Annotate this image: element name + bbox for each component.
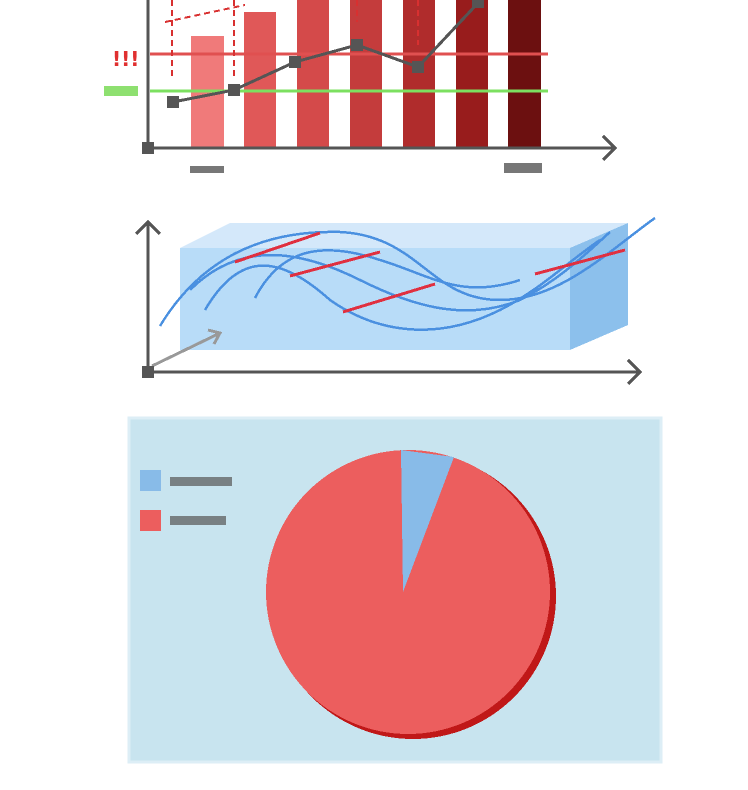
warning-label: !!!: [112, 47, 139, 71]
surface-chart: [134, 216, 656, 386]
trend-points: [167, 0, 484, 108]
pie-minor: [401, 450, 454, 592]
x-label-end: [504, 163, 542, 173]
legend-swatch: [140, 510, 161, 531]
bar: [297, 0, 329, 148]
origin: [142, 142, 154, 154]
origin: [142, 366, 154, 378]
depth-axis: [151, 328, 223, 368]
bar: [244, 12, 276, 148]
bar-line-chart: !!!: [104, 0, 618, 173]
surface-ridges: [234, 231, 626, 314]
box-top: [180, 223, 628, 248]
target-marker: [104, 86, 138, 96]
legend-text-block: [170, 516, 226, 525]
error-lines: [164, 0, 419, 80]
bar: [508, 0, 541, 148]
x-label-start: [190, 166, 224, 173]
legend-swatch: [140, 470, 161, 491]
trend-line: [172, 1, 480, 104]
pie-major: [266, 450, 550, 734]
legend-text-block: [170, 477, 232, 486]
bar: [456, 0, 488, 148]
surface-curves: [158, 216, 656, 331]
bar: [350, 0, 382, 148]
pie-panel: [127, 416, 663, 764]
